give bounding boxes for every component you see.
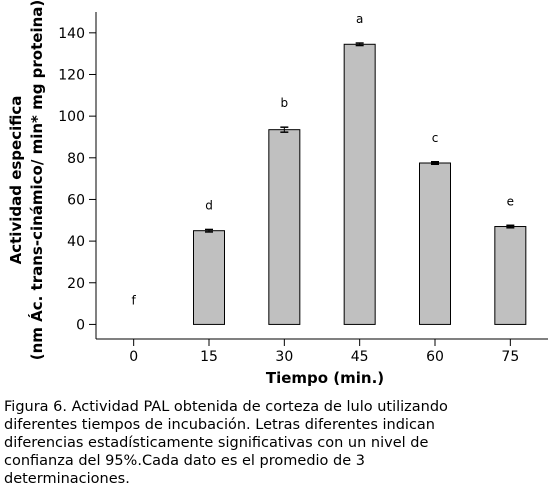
- figure-caption: Figura 6. Actividad PAL obtenida de cort…: [4, 398, 549, 488]
- significance-letter: f: [132, 293, 137, 307]
- x-tick-label: 45: [351, 349, 369, 365]
- bar-series: f d b a c e: [132, 12, 527, 325]
- bar: [343, 43, 376, 325]
- x-tick-label: 15: [200, 349, 218, 365]
- caption-line: confianza del 95%.Cada dato es el promed…: [4, 453, 365, 469]
- bar-chart: 0 20 40 60 80 100 120 140 0 15 30 45 60 75 f d b a c e Ti…: [7, 0, 548, 387]
- y-tick-label: 40: [67, 234, 85, 250]
- y-tick-label: 100: [58, 109, 85, 125]
- x-axis-ticks: 0 15 30 45 60 75: [129, 339, 519, 365]
- x-tick-label: 30: [275, 349, 293, 365]
- x-tick-label: 60: [426, 349, 444, 365]
- caption-line: Figura 6. Actividad PAL obtenida de cort…: [4, 399, 448, 415]
- significance-letter: c: [432, 131, 439, 145]
- caption-line: diferentes tiempos de incubación. Letras…: [4, 417, 435, 433]
- y-tick-label: 0: [76, 317, 85, 333]
- y-tick-label: 60: [67, 192, 85, 208]
- significance-letter: a: [356, 12, 363, 26]
- bar: [494, 226, 527, 325]
- y-axis-label-line2: (nm Ác. trans-cinámico/ min* mg proteina…: [27, 0, 46, 360]
- bar: [268, 129, 301, 325]
- bar: [419, 162, 451, 325]
- x-tick-label: 0: [129, 349, 138, 365]
- caption-line: diferencias estadísticamente significati…: [4, 435, 429, 451]
- y-tick-label: 120: [58, 67, 85, 83]
- chart-axes: [95, 12, 548, 340]
- y-axis-label-line1: Actividad especifica: [7, 96, 25, 265]
- x-tick-label: 75: [501, 349, 519, 365]
- y-tick-label: 140: [58, 26, 85, 42]
- caption-line: determinaciones.: [4, 471, 130, 487]
- y-tick-label: 20: [67, 276, 85, 292]
- y-tick-label: 80: [67, 151, 85, 167]
- bar: [193, 230, 225, 325]
- significance-letter: d: [205, 198, 213, 212]
- significance-letter: e: [507, 194, 514, 208]
- significance-letter: b: [281, 96, 289, 110]
- y-axis-ticks: 0 20 40 60 80 100 120 140: [58, 26, 96, 333]
- x-axis-label: Tiempo (min.): [266, 369, 384, 387]
